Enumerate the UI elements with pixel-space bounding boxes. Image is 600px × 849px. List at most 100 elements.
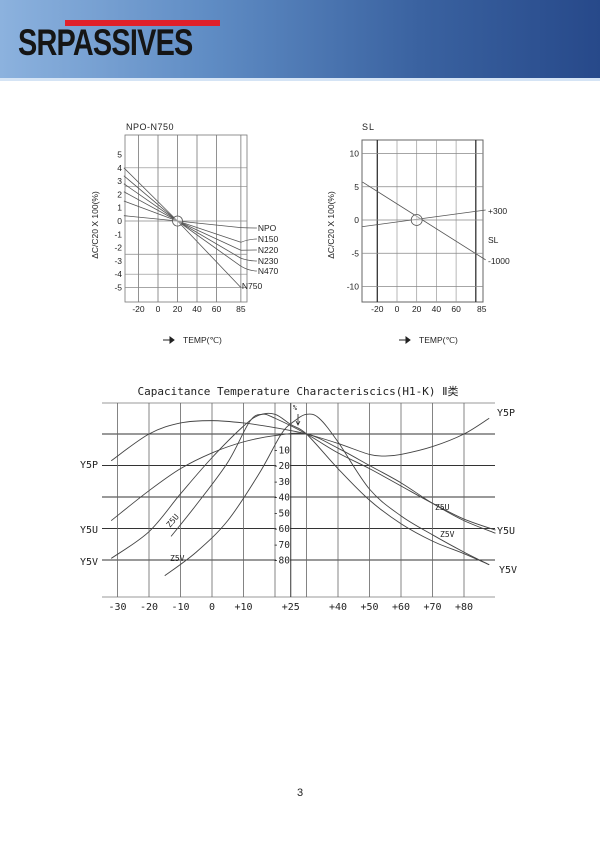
x-tick-label: 20 xyxy=(412,304,422,314)
series-line-minus-1000 xyxy=(362,181,486,261)
series-label: N230 xyxy=(258,256,279,266)
arrow-icon xyxy=(163,336,175,344)
chart-npo-n750: NPO-N750 -20 0 20 40 60 85 5 4 3 2 1 0 -1 -2 -3 -4 -5 ΔC/C… xyxy=(90,122,278,345)
header-banner: SRPASSIVES xyxy=(0,0,600,78)
series-label-y5u: Y5U xyxy=(80,525,98,536)
series-line-n750 xyxy=(123,167,242,288)
y-tick-label: 5 xyxy=(117,150,122,160)
x-tick-label: -20 xyxy=(140,602,158,613)
reference-point-circle xyxy=(172,215,183,227)
x-tick-label: -10 xyxy=(171,602,189,613)
series-label-plus-300: +300 xyxy=(488,206,507,216)
logo-red-bar xyxy=(65,20,220,26)
x-tick-label: +40 xyxy=(329,602,347,613)
y-tick-label: -30 xyxy=(273,477,290,488)
series-label: N220 xyxy=(258,245,279,255)
x-tick-label: +25 xyxy=(282,602,300,613)
x-tick-label: 40 xyxy=(192,304,202,314)
reference-point-circle xyxy=(410,214,423,226)
series-label-y5v: Y5V xyxy=(499,565,517,576)
series-curve-z5v xyxy=(164,413,490,577)
header-divider xyxy=(0,78,600,81)
arrow-icon xyxy=(399,336,411,344)
y-axis-label: ΔC/C20 X 100(%) xyxy=(90,191,100,259)
series-label-minus-1000: -1000 xyxy=(488,256,510,266)
y-tick-label: -10 xyxy=(273,445,290,456)
y-tick-bg xyxy=(276,460,290,471)
series-label-z5v: Z5V xyxy=(440,530,455,539)
plot-frame xyxy=(361,139,484,303)
series-label-y5p: Y5P xyxy=(497,408,515,419)
series-label: N470 xyxy=(258,266,279,276)
label-leader-line xyxy=(240,257,257,262)
x-tick-label: +60 xyxy=(392,602,410,613)
y-tick-bg xyxy=(276,539,290,550)
x-tick-label: 20 xyxy=(173,304,183,314)
series-curve-z5u xyxy=(170,413,496,537)
chart-title: NPO-N750 xyxy=(126,122,174,132)
series-label-z5u: Z5U xyxy=(435,503,450,512)
chart-sl: SL -20 0 20 40 60 85 10 5 0 -5 -10 ΔC/C20 X 100(%) +3… xyxy=(326,122,510,345)
series-curve-y5v xyxy=(110,412,490,566)
x-tick-label: 60 xyxy=(212,304,222,314)
x-tick-label: 85 xyxy=(236,304,246,314)
series-label-z5v: Z5V xyxy=(170,554,185,563)
y-tick-label: 4 xyxy=(117,163,122,173)
x-tick-label: 0 xyxy=(209,602,215,613)
series-label-y5v: Y5V xyxy=(80,557,98,568)
series-label-y5p: Y5P xyxy=(80,460,98,471)
x-tick-label: +10 xyxy=(234,602,252,613)
plot-frame xyxy=(124,134,248,303)
x-tick-label: 0 xyxy=(395,304,400,314)
y-tick-label: -20 xyxy=(273,461,290,472)
x-tick-label: +70 xyxy=(423,602,441,613)
y-tick-bg xyxy=(276,444,290,455)
x-tick-label: 85 xyxy=(477,304,487,314)
x-tick-label: 40 xyxy=(432,304,442,314)
y-tick-label: -2 xyxy=(114,243,122,253)
series-line-plus-300 xyxy=(362,209,486,228)
series-label: N150 xyxy=(258,234,279,244)
annotation-sl: SL xyxy=(488,235,499,245)
chart-title: Capacitance Temperature Characteriscics(… xyxy=(137,384,458,398)
x-tick-label: +80 xyxy=(455,602,473,613)
y-tick-label: 10 xyxy=(350,149,360,159)
logo-text: SRPASSIVES xyxy=(18,22,193,63)
y-tick-label: -3 xyxy=(114,256,122,266)
arrow-down-icon xyxy=(295,414,301,426)
label-leader-line xyxy=(240,238,257,243)
y-tick-label: -80 xyxy=(273,556,290,567)
y-tick-label: 0 xyxy=(354,215,359,225)
y-tick-label: 1 xyxy=(117,203,122,213)
x-tick-label: 0 xyxy=(156,304,161,314)
y-tick-label: -40 xyxy=(273,493,290,504)
y-tick-label: 0 xyxy=(117,216,122,226)
x-axis-label: TEMP(℃) xyxy=(419,335,458,345)
x-axis-label: TEMP(℃) xyxy=(183,335,222,345)
y-tick-label: 5 xyxy=(354,182,359,192)
y-tick-bg xyxy=(276,507,290,518)
series-label-y5u: Y5U xyxy=(497,526,515,537)
chart-title: SL xyxy=(362,122,375,132)
y-tick-label: 2 xyxy=(117,189,122,199)
y-tick-bg xyxy=(276,492,290,502)
y-tick-label: -5 xyxy=(351,248,359,258)
series-curve-y5p xyxy=(110,417,490,462)
y-tick-bg xyxy=(276,555,290,565)
x-tick-label: -20 xyxy=(132,304,145,314)
y-tick-label: -70 xyxy=(273,540,290,551)
y-tick-label: -60 xyxy=(273,524,290,535)
label-leader-line xyxy=(240,265,257,272)
x-tick-label: 60 xyxy=(451,304,461,314)
y-tick-label: -1 xyxy=(114,229,122,239)
y-tick-bg xyxy=(276,523,290,534)
page-number: 3 xyxy=(296,787,304,799)
x-tick-label: -20 xyxy=(371,304,384,314)
y-tick-bg xyxy=(276,476,290,487)
series-label: N750 xyxy=(242,281,263,291)
x-tick-label: +50 xyxy=(360,602,378,613)
y-tick-label: -5 xyxy=(114,283,122,293)
y-unit-label: % xyxy=(293,404,298,412)
